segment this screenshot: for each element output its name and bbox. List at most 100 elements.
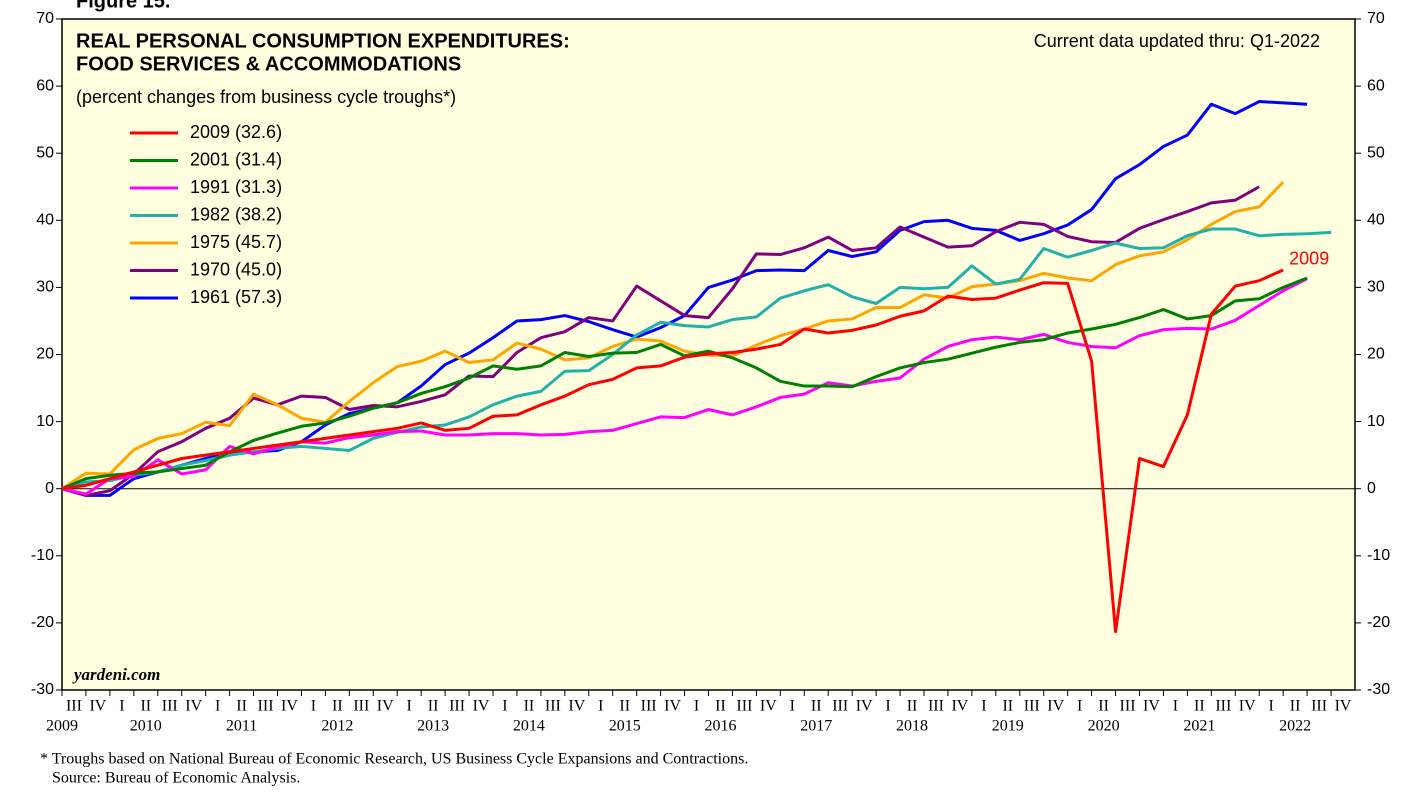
x-tick-label: I (1173, 698, 1178, 715)
year-label: 2013 (417, 718, 449, 735)
x-tick-label: III (545, 698, 561, 715)
y2-tick-label: -10 (1367, 547, 1390, 564)
year-label: 2014 (513, 718, 545, 735)
x-tick-label: III (258, 698, 274, 715)
subtitle: (percent changes from business cycle tro… (76, 87, 456, 107)
x-tick-label: I (215, 698, 220, 715)
y-tick-label: 10 (36, 413, 54, 430)
x-tick-label: I (981, 698, 986, 715)
x-tick-label: I (598, 698, 603, 715)
x-tick-label: III (1120, 698, 1136, 715)
figure-label: Figure 15. (76, 0, 170, 12)
y2-tick-label: 20 (1367, 346, 1385, 363)
x-tick-label: I (502, 698, 507, 715)
x-tick-label: III (162, 698, 178, 715)
y-tick-label: 60 (36, 77, 54, 94)
x-tick-label: IV (281, 698, 298, 715)
chart-title: REAL PERSONAL CONSUMPTION EXPENDITURES: (76, 30, 570, 52)
x-tick-label: IV (89, 698, 106, 715)
y2-tick-label: -20 (1367, 614, 1390, 631)
legend-label: 2009 (32.6) (190, 122, 282, 142)
x-tick-label: I (407, 698, 412, 715)
x-tick-label: IV (1047, 698, 1064, 715)
y2-tick-label: 0 (1367, 480, 1376, 497)
x-tick-label: III (449, 698, 465, 715)
y-tick-label: 20 (36, 346, 54, 363)
watermark: yardeni.com (72, 665, 160, 684)
footnote: * Troughs based on National Bureau of Ec… (40, 751, 748, 768)
x-tick-label: IV (473, 698, 490, 715)
x-tick-label: I (311, 698, 316, 715)
x-tick-label: IV (760, 698, 777, 715)
y2-tick-label: 70 (1367, 10, 1385, 27)
footnote: Source: Bureau of Economic Analysis. (52, 770, 300, 787)
x-tick-label: III (1024, 698, 1040, 715)
x-tick-label: IV (664, 698, 681, 715)
y2-tick-label: 60 (1367, 77, 1385, 94)
x-tick-label: II (524, 698, 535, 715)
series-line (61, 185, 1260, 497)
legend-label: 1975 (45.7) (190, 232, 282, 252)
x-tick-label: I (1269, 698, 1274, 715)
x-tick-label: II (715, 698, 726, 715)
year-label: 2009 (46, 718, 78, 735)
x-tick-label: III (353, 698, 369, 715)
year-label: 2022 (1279, 718, 1311, 735)
y2-tick-label: 30 (1367, 279, 1385, 296)
legend-label: 1961 (57.3) (190, 287, 282, 307)
x-tick-label: II (428, 698, 439, 715)
x-tick-label: IV (1143, 698, 1160, 715)
chart-title: FOOD SERVICES & ACCOMMODATIONS (76, 53, 461, 75)
y-tick-label: -30 (31, 681, 54, 698)
y-tick-label: -20 (31, 614, 54, 631)
x-tick-label: IV (1335, 698, 1352, 715)
year-label: 2021 (1183, 718, 1215, 735)
year-label: 2010 (130, 718, 162, 735)
series-line (61, 268, 1284, 634)
y-tick-label: 40 (36, 212, 54, 229)
y2-tick-label: 50 (1367, 144, 1385, 161)
x-tick-label: III (1311, 698, 1327, 715)
y2-tick-label: -30 (1367, 681, 1390, 698)
year-label: 2011 (226, 718, 257, 735)
year-label: 2020 (1088, 718, 1120, 735)
year-label: 2018 (896, 718, 928, 735)
x-tick-label: II (236, 698, 247, 715)
y-tick-label: -10 (31, 547, 54, 564)
x-tick-label: I (694, 698, 699, 715)
x-tick-label: IV (185, 698, 202, 715)
x-tick-label: IV (1239, 698, 1256, 715)
x-tick-label: IV (951, 698, 968, 715)
series-line (61, 277, 1308, 496)
x-tick-label: III (641, 698, 657, 715)
legend-label: 1970 (45.0) (190, 259, 282, 279)
x-tick-label: I (885, 698, 890, 715)
y-tick-label: 30 (36, 279, 54, 296)
series-line (61, 181, 1285, 490)
x-tick-label: II (332, 698, 343, 715)
end-label: 2009 (1289, 249, 1329, 269)
legend-label: 1991 (31.3) (190, 177, 282, 197)
year-label: 2015 (609, 718, 641, 735)
x-tick-label: III (832, 698, 848, 715)
x-tick-label: III (1215, 698, 1231, 715)
x-tick-label: II (907, 698, 918, 715)
x-tick-label: IV (377, 698, 394, 715)
y-tick-label: 50 (36, 144, 54, 161)
legend-label: 2001 (31.4) (190, 149, 282, 169)
x-tick-label: I (1077, 698, 1082, 715)
year-label: 2012 (321, 718, 353, 735)
year-label: 2017 (800, 718, 832, 735)
year-label: 2019 (992, 718, 1024, 735)
y2-tick-label: 10 (1367, 413, 1385, 430)
y-tick-label: 0 (45, 480, 54, 497)
x-tick-label: II (1194, 698, 1205, 715)
x-tick-label: II (619, 698, 630, 715)
x-tick-label: IV (856, 698, 873, 715)
legend-label: 1982 (38.2) (190, 204, 282, 224)
x-tick-label: II (811, 698, 822, 715)
x-tick-label: III (928, 698, 944, 715)
x-tick-label: III (736, 698, 752, 715)
note: Current data updated thru: Q1-2022 (1034, 31, 1320, 51)
